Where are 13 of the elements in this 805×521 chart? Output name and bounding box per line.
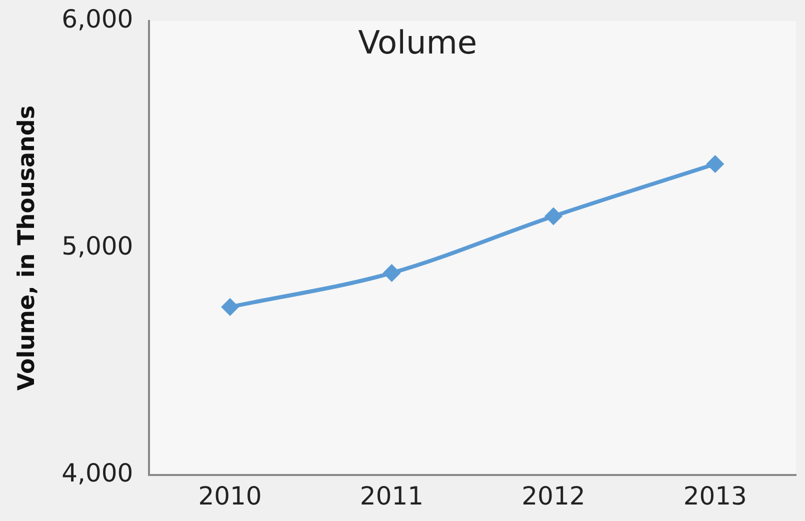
chart-title: Volume: [358, 23, 478, 62]
point: [544, 207, 562, 226]
x-tick-label: 2013: [683, 482, 747, 510]
x-tick-label: 2011: [360, 482, 424, 510]
point: [221, 298, 240, 316]
point: [706, 155, 724, 174]
y-tick-label: 6,000: [62, 4, 134, 34]
point: [382, 264, 401, 282]
y-tick-label: 4,000: [62, 458, 134, 488]
y-tick-label: 5,000: [62, 232, 134, 260]
y-axis-title: Volume, in Thousands: [14, 105, 40, 391]
x-tick-label: 2010: [198, 482, 262, 510]
x-tick-label: 2012: [522, 482, 586, 510]
